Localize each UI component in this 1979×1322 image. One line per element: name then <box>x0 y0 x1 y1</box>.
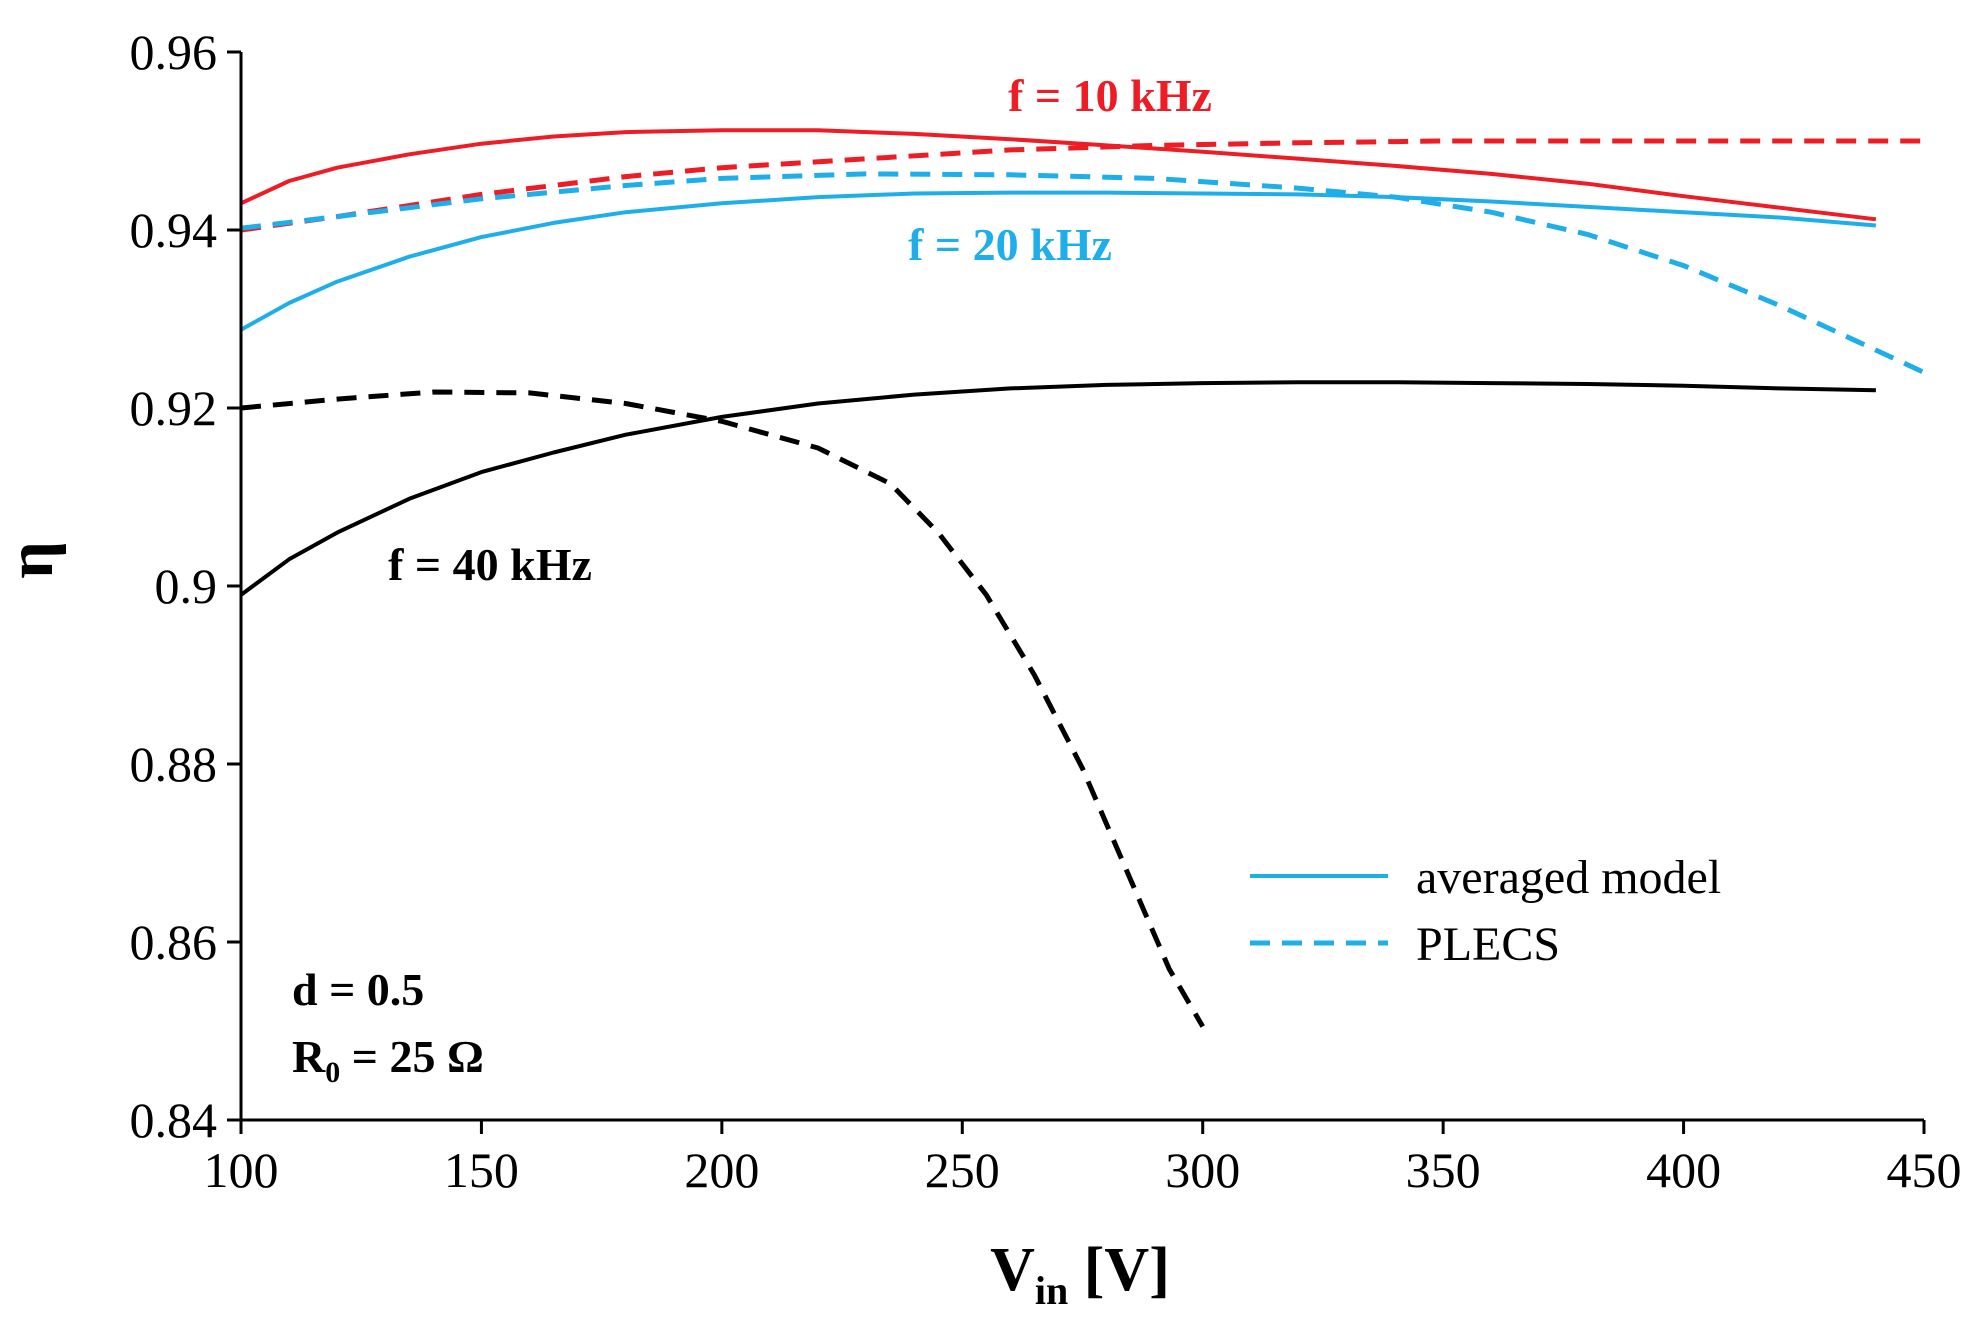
series-layer <box>239 128 1926 1028</box>
x-tick-label-5: 350 <box>1406 1142 1481 1198</box>
load-resistance-value: = 25 Ω <box>340 1031 484 1082</box>
x-tick-label-1: 150 <box>444 1142 519 1198</box>
load-resistance-symbol: R <box>292 1031 326 1082</box>
legend: averaged model PLECS <box>1250 851 1721 971</box>
annotation-f-20khz: f = 20 kHz <box>908 219 1112 270</box>
x-tick-label-2: 200 <box>684 1142 759 1198</box>
y-tick-label-3: 0.9 <box>155 558 218 614</box>
x-tick-label-0: 100 <box>204 1142 279 1198</box>
axes-layer: 0.84 0.86 0.88 0.9 0.92 0.94 0.96 100 150 200 250 3… <box>130 24 1962 1198</box>
y-tick-label-5: 0.94 <box>130 202 218 258</box>
annotation-load-resistance: R0 = 25 Ω <box>292 1031 484 1089</box>
legend-label-plecs: PLECS <box>1416 918 1560 971</box>
series-40khz-averaged-model <box>239 380 1876 597</box>
x-tick-label-7: 450 <box>1887 1142 1962 1198</box>
load-resistance-subscript: 0 <box>325 1056 340 1089</box>
annotation-f-40khz: f = 40 kHz <box>388 539 592 590</box>
series-10khz-plecs <box>240 138 1924 233</box>
y-tick-label-6: 0.96 <box>130 24 218 80</box>
legend-label-averaged-model: averaged model <box>1416 851 1721 904</box>
x-axis-title-subscript: in <box>1035 1268 1068 1313</box>
series-20khz-averaged-model <box>240 190 1877 332</box>
y-axis-title: η <box>0 541 67 578</box>
x-axis-title: Vin [V] <box>990 1236 1170 1313</box>
y-tick-label-1: 0.86 <box>130 914 218 970</box>
y-tick-label-0: 0.84 <box>130 1092 218 1148</box>
x-axis-title-symbol: V <box>990 1236 1035 1304</box>
x-axis-title-unit: [V] <box>1068 1236 1170 1304</box>
annotation-duty-cycle: d = 0.5 <box>292 964 424 1015</box>
series-10khz-averaged-model <box>240 128 1877 222</box>
annotation-f-10khz: f = 10 kHz <box>1008 70 1212 121</box>
y-tick-label-4: 0.92 <box>130 380 218 436</box>
y-tick-label-2: 0.88 <box>130 736 218 792</box>
x-tick-label-4: 300 <box>1165 1142 1240 1198</box>
x-tick-label-3: 250 <box>925 1142 1000 1198</box>
series-20khz-plecs <box>240 171 1926 375</box>
series-40khz-plecs <box>240 389 1205 1028</box>
x-tick-label-6: 400 <box>1646 1142 1721 1198</box>
text-layer: f = 10 kHz f = 20 kHz f = 40 kHz d = 0.5… <box>0 70 1212 1313</box>
